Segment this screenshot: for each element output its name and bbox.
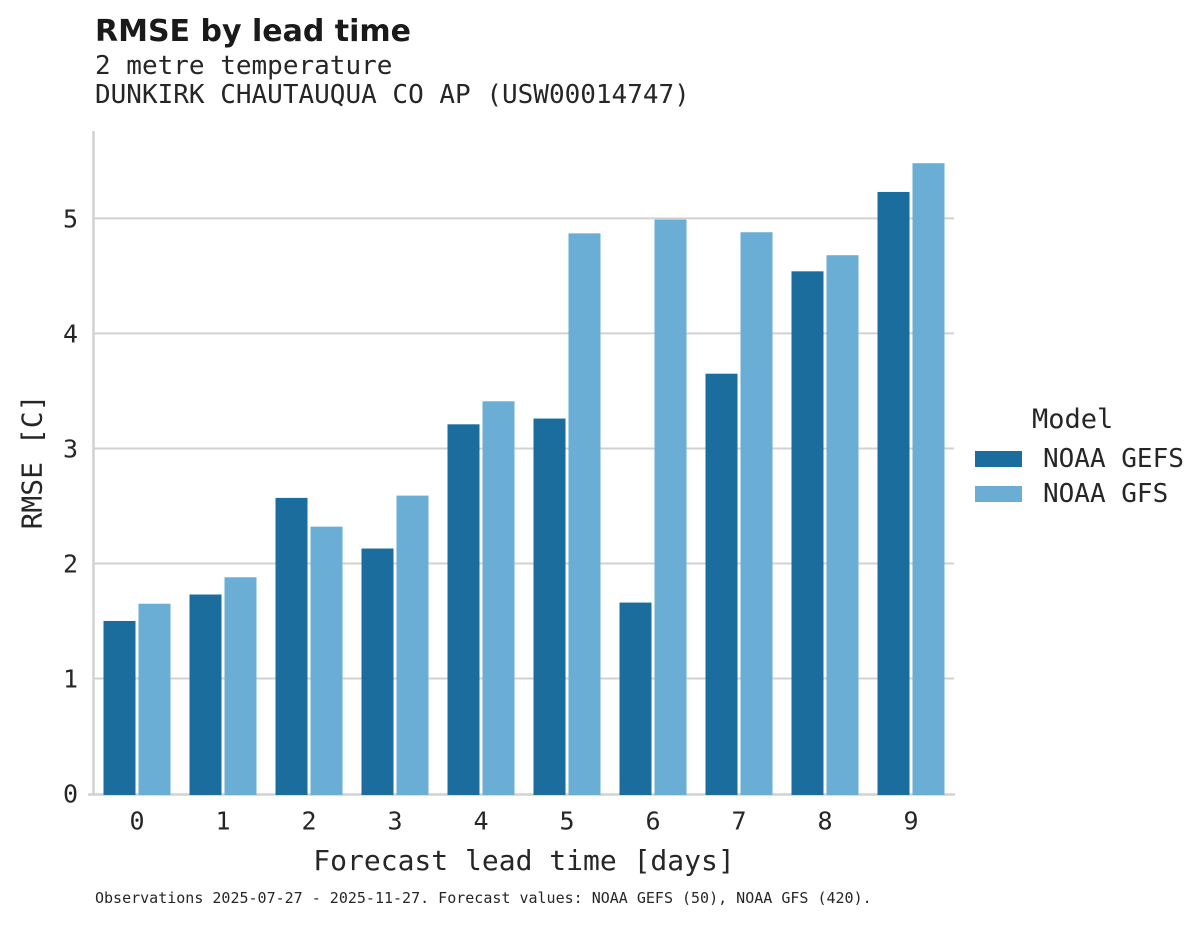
x-tick-label: 8 [817,807,832,836]
y-tick-label: 2 [63,549,78,578]
x-tick-label: 4 [473,807,488,836]
x-axis-title: Forecast lead time [days] [313,844,735,877]
bar-noaa-gfs-lead0 [138,603,171,795]
x-tick-label: 1 [215,807,230,836]
legend-item-noaa-gfs: NOAA GFS [975,479,1190,509]
legend-title: Model [1032,404,1114,435]
bar-noaa-gefs-lead1 [189,594,222,795]
bar-noaa-gfs-lead2 [310,526,343,795]
chart-subtitle-station: DUNKIRK CHAUTAUQUA CO AP (USW00014747) [95,80,690,110]
y-tick-label: 4 [63,319,78,348]
bar-noaa-gfs-lead4 [482,401,515,795]
legend-swatch-noaa-gfs [975,486,1022,502]
x-tick-label: 5 [559,807,574,836]
bar-noaa-gefs-lead2 [275,497,308,795]
bar-noaa-gfs-lead1 [224,577,257,795]
x-tick-label: 3 [387,807,402,836]
legend-label-noaa-gfs: NOAA GFS [1043,479,1169,509]
bar-noaa-gefs-lead9 [877,191,910,795]
caption: Observations 2025-07-27 - 2025-11-27. Fo… [95,889,872,907]
bar-noaa-gfs-lead8 [826,255,859,795]
legend: Model NOAA GEFS NOAA GFS [975,404,1190,509]
x-tick-label: 9 [903,807,918,836]
bar-noaa-gefs-lead6 [619,602,652,795]
x-tick-label: 7 [731,807,746,836]
chart-subtitle-variable: 2 metre temperature [95,51,393,81]
bar-noaa-gefs-lead4 [447,424,480,795]
bar-noaa-gefs-lead5 [533,418,566,795]
bar-noaa-gfs-lead3 [396,495,429,795]
y-tick-label: 5 [63,204,78,233]
bar-noaa-gefs-lead7 [705,373,738,795]
bar-noaa-gfs-lead5 [568,233,601,795]
y-tick-label: 3 [63,434,78,463]
legend-label-noaa-gefs: NOAA GEFS [1043,444,1184,474]
bar-noaa-gefs-lead3 [361,548,394,795]
y-tick-label: 0 [63,780,78,809]
x-tick-label: 2 [301,807,316,836]
y-tick-label: 1 [63,664,78,693]
x-tick-label: 6 [645,807,660,836]
bar-noaa-gfs-lead7 [740,232,773,795]
bar-noaa-gefs-lead0 [103,620,136,795]
y-axis-title: RMSE [C] [15,394,49,530]
bar-noaa-gfs-lead6 [654,219,687,796]
bar-noaa-gefs-lead8 [791,271,824,795]
legend-item-noaa-gefs: NOAA GEFS [975,444,1190,474]
x-tick-label: 0 [129,807,144,836]
chart-title: RMSE by lead time [95,14,411,49]
legend-swatch-noaa-gefs [975,451,1022,467]
bar-noaa-gfs-lead9 [912,163,945,796]
